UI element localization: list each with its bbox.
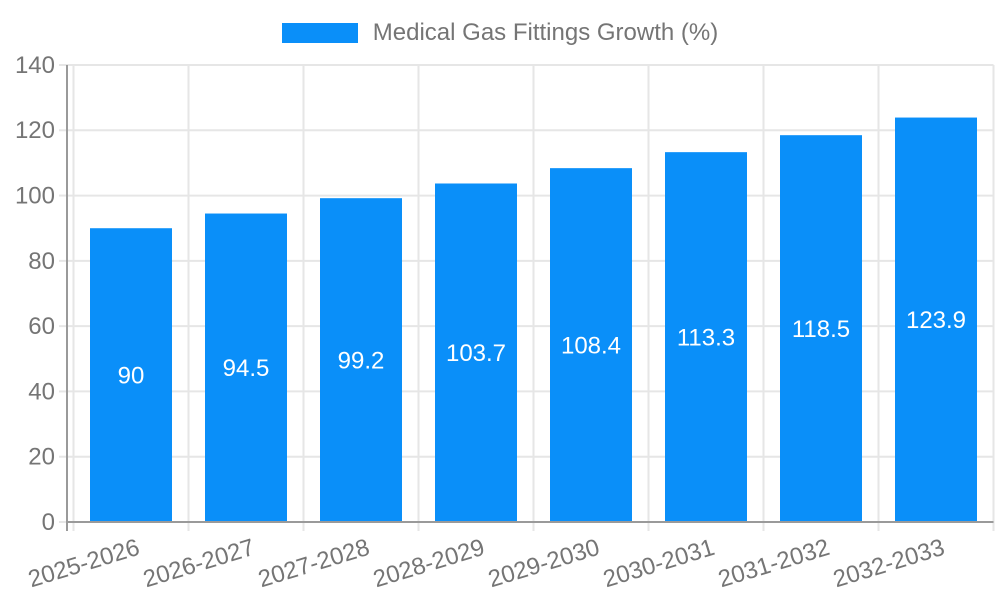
bar [435,183,517,522]
x-tick-label: 2031-2032 [715,534,833,593]
bar-value-label: 108.4 [561,332,621,359]
bar-value-label: 123.9 [906,307,966,334]
bar-value-label: 113.3 [677,324,735,351]
y-tick-label: 80 [28,248,55,275]
bar [665,152,747,522]
bar [780,135,862,523]
y-tick-label: 0 [42,509,55,536]
bar [205,213,287,522]
bar [320,198,402,522]
x-tick-label: 2032-2033 [830,534,948,593]
y-tick-label: 100 [15,182,55,209]
x-tick-label: 2027-2028 [255,534,373,593]
y-tick-label: 120 [15,117,55,144]
bar [90,228,172,522]
x-tick-label: 2029-2030 [485,534,603,593]
bar [895,117,977,523]
bar-value-label: 103.7 [446,340,506,367]
x-tick-label: 2026-2027 [140,534,258,593]
y-tick-label: 60 [28,313,55,340]
bar-value-label: 94.5 [223,355,270,382]
bar-value-label: 90 [118,363,145,390]
x-tick-label: 2025-2026 [25,534,143,593]
x-tick-label: 2030-2031 [600,534,718,593]
y-tick-label: 20 [28,444,55,471]
y-tick-label: 40 [28,378,55,405]
y-tick-label: 140 [15,52,55,79]
bar-value-label: 99.2 [338,347,385,374]
bar [550,168,632,522]
bar-value-label: 118.5 [792,316,850,343]
x-tick-label: 2028-2029 [370,534,488,593]
